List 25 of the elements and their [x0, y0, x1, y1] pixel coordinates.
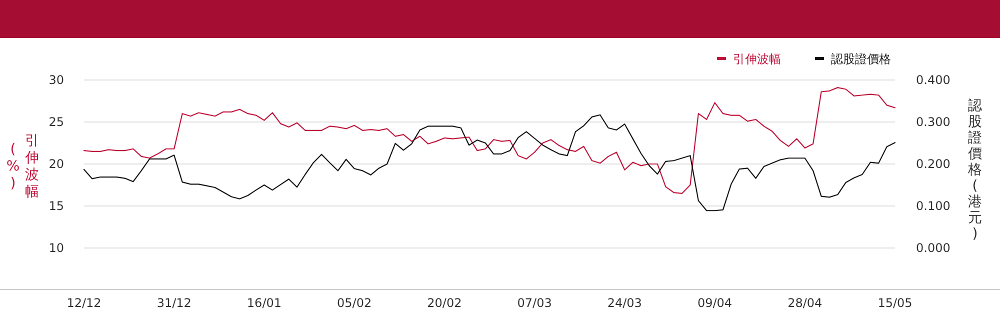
- y2-tick-label: 0.000: [916, 241, 950, 255]
- x-tick-label: 20/02: [427, 296, 462, 310]
- x-tick-label: 15/05: [878, 296, 912, 310]
- y-tick-label: 30: [48, 73, 64, 87]
- x-tick-label: 05/02: [337, 296, 372, 310]
- x-tick-label: 24/03: [607, 296, 642, 310]
- y2-tick-label: 0.400: [916, 73, 950, 87]
- x-tick-label: 31/12: [156, 296, 192, 310]
- y2-tick-label: 0.300: [916, 115, 950, 129]
- line-series: [83, 87, 896, 194]
- y2-tick-label: 0.100: [916, 199, 950, 213]
- x-tick-label: 28/04: [788, 296, 822, 310]
- x-tick-label: 07/03: [517, 296, 552, 310]
- y-tick-label: 15: [48, 199, 64, 213]
- x-tick-label: 09/04: [697, 296, 732, 310]
- y-tick-label: 25: [48, 115, 64, 129]
- y2-axis-title: 認股證價格 (港元): [968, 98, 982, 242]
- y2-tick-label: 0.200: [916, 157, 950, 171]
- line-series: [83, 114, 896, 212]
- x-tick-label: 16/01: [246, 296, 282, 310]
- x-tick-label: 12/12: [66, 296, 102, 310]
- legend-label: 引伸波幅: [733, 52, 781, 66]
- y-tick-label: 10: [48, 241, 64, 255]
- y-tick-label: 20: [48, 157, 64, 171]
- legend-label: 認股證價格: [831, 52, 891, 66]
